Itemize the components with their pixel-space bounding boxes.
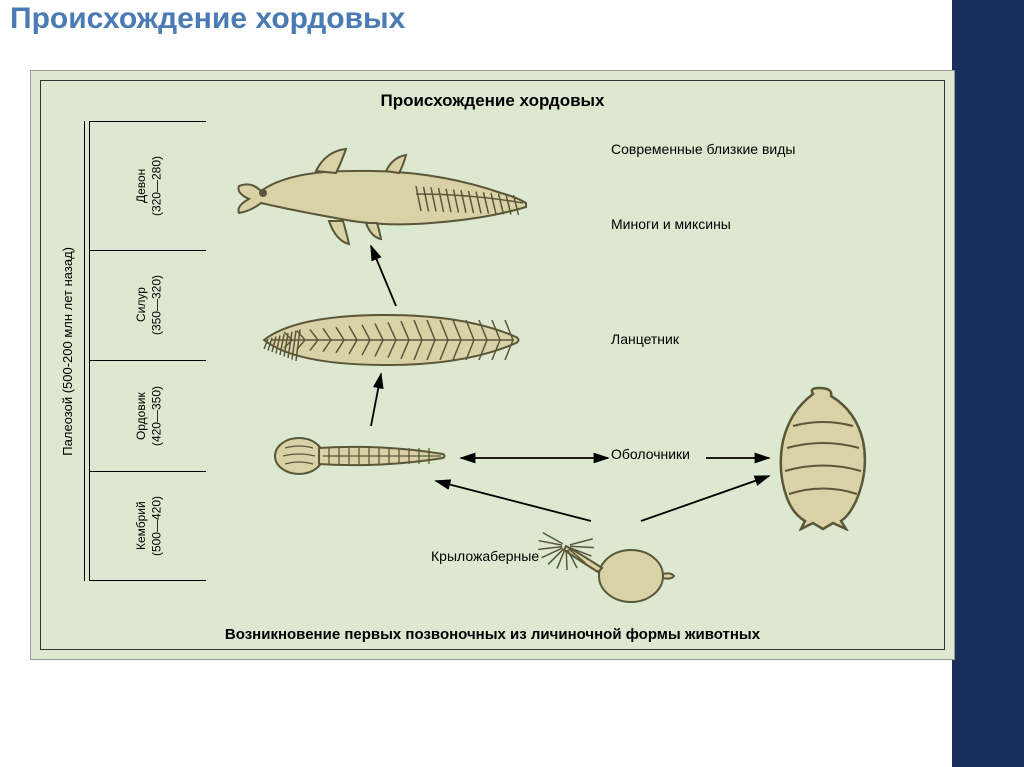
label-tunicate: Оболочники <box>611 446 690 462</box>
label-modern: Современные близкие виды <box>611 141 795 157</box>
diagram: Происхождение хордовых Палеозой (500-200… <box>30 70 955 660</box>
era-label: Палеозой (500-200 млн лет назад) <box>56 121 78 581</box>
organism-tadpole <box>271 426 451 486</box>
period-ордовик: Ордовик(420—350) <box>89 360 206 470</box>
slide: Происхождение хордовых Происхождение хор… <box>0 0 1024 767</box>
organism-lancelet <box>256 301 526 379</box>
diagram-caption: Возникновение первых позвоночных из личи… <box>41 626 944 643</box>
period-девон: Девон(320—280) <box>89 121 206 250</box>
era-line <box>84 121 85 581</box>
period-силур: Силур(350—320) <box>89 250 206 360</box>
era-text: Палеозой (500-200 млн лет назад) <box>60 247 75 456</box>
slide-title: Происхождение хордовых <box>10 2 405 36</box>
canvas: Современные близкие виды Миноги и миксины… <box>216 116 936 641</box>
diagram-inner: Происхождение хордовых Палеозой (500-200… <box>40 80 945 650</box>
organism-pterobranch <box>536 516 676 611</box>
label-pterobranch: Крыложаберные <box>431 548 539 564</box>
organism-tunicate <box>771 386 876 531</box>
organism-fish <box>231 141 531 251</box>
periods: Девон(320—280)Силур(350—320)Ордовик(420—… <box>89 121 206 581</box>
timeline: Палеозой (500-200 млн лет назад) Девон(3… <box>56 121 206 601</box>
diagram-title: Происхождение хордовых <box>41 91 944 111</box>
label-lamprey: Миноги и миксины <box>611 216 731 232</box>
period-кембрий: Кембрий(500—420) <box>89 471 206 581</box>
accent-bar <box>952 0 1024 767</box>
label-lancelet: Ланцетник <box>611 331 679 347</box>
